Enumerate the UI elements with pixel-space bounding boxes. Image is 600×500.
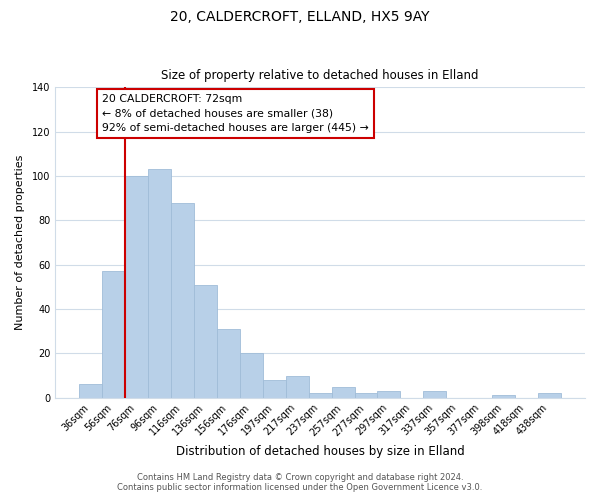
Bar xyxy=(332,386,355,398)
Bar xyxy=(308,394,332,398)
Text: 20 CALDERCROFT: 72sqm
← 8% of detached houses are smaller (38)
92% of semi-detac: 20 CALDERCROFT: 72sqm ← 8% of detached h… xyxy=(103,94,369,133)
Bar xyxy=(424,391,446,398)
Y-axis label: Number of detached properties: Number of detached properties xyxy=(15,155,25,330)
Bar xyxy=(263,380,286,398)
Bar xyxy=(240,354,263,398)
Bar xyxy=(194,284,217,398)
Bar xyxy=(377,391,400,398)
Title: Size of property relative to detached houses in Elland: Size of property relative to detached ho… xyxy=(161,69,479,82)
Bar xyxy=(492,396,515,398)
Bar xyxy=(103,272,125,398)
Text: Contains public sector information licensed under the Open Government Licence v3: Contains public sector information licen… xyxy=(118,484,482,492)
Bar xyxy=(355,394,377,398)
Bar xyxy=(125,176,148,398)
Bar xyxy=(79,384,103,398)
Text: 20, CALDERCROFT, ELLAND, HX5 9AY: 20, CALDERCROFT, ELLAND, HX5 9AY xyxy=(170,10,430,24)
X-axis label: Distribution of detached houses by size in Elland: Distribution of detached houses by size … xyxy=(176,444,464,458)
Bar xyxy=(286,376,308,398)
Text: Contains HM Land Registry data © Crown copyright and database right 2024.: Contains HM Land Registry data © Crown c… xyxy=(137,474,463,482)
Bar xyxy=(148,170,171,398)
Bar xyxy=(538,394,561,398)
Bar xyxy=(217,329,240,398)
Bar xyxy=(171,202,194,398)
